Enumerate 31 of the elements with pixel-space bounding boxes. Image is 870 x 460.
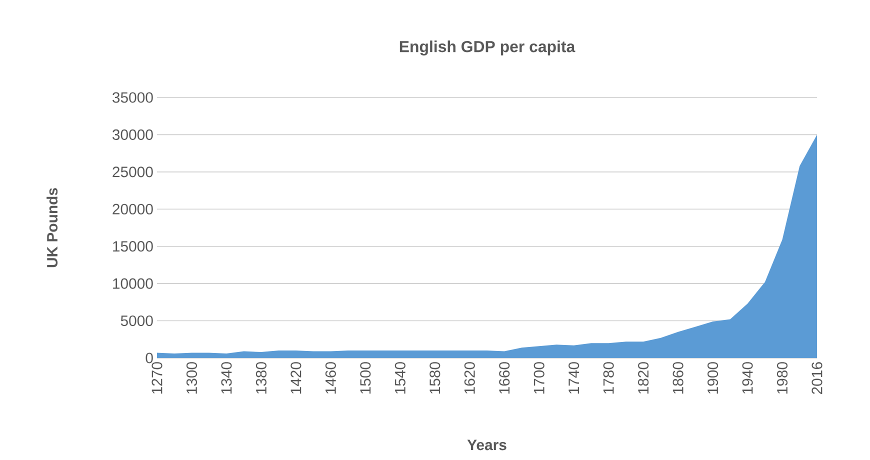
y-tick-label: 10000 bbox=[113, 278, 153, 289]
x-tick-label: 1380 bbox=[256, 362, 267, 394]
x-tick-label: 1980 bbox=[776, 362, 788, 394]
x-tick-label: 2016 bbox=[812, 362, 822, 394]
y-tick-label: 30000 bbox=[112, 129, 153, 140]
x-axis-title: Years bbox=[467, 440, 506, 450]
y-axis-title: UK Pounds bbox=[46, 188, 58, 268]
x-tick-label: 1340 bbox=[221, 362, 232, 394]
x-tick-label: 1780 bbox=[603, 362, 614, 394]
x-tick-label: 1740 bbox=[568, 362, 580, 394]
x-tick-label: 1700 bbox=[534, 362, 544, 394]
y-tick-label: 0 bbox=[146, 352, 153, 364]
x-tick-label: 1540 bbox=[394, 362, 406, 394]
x-tick-label: 1300 bbox=[186, 362, 198, 394]
x-tick-label: 1660 bbox=[499, 362, 510, 394]
x-tick-label: 1860 bbox=[672, 362, 684, 394]
x-tick-label: 1940 bbox=[742, 362, 753, 394]
x-tick-label: 1580 bbox=[430, 362, 440, 394]
x-tick-label: 1460 bbox=[325, 362, 336, 394]
x-tick-label: 1820 bbox=[638, 362, 649, 394]
x-tick-label: 1500 bbox=[360, 362, 371, 394]
y-tick-label: 5000 bbox=[120, 315, 153, 326]
y-tick-label: 35000 bbox=[112, 92, 153, 103]
chart-title: English GDP per capita bbox=[400, 40, 576, 56]
x-tick-label: 1620 bbox=[464, 362, 475, 394]
y-tick-label: 20000 bbox=[112, 204, 153, 214]
y-tick-label: 25000 bbox=[112, 166, 153, 178]
y-tick-label: 15000 bbox=[113, 241, 153, 252]
x-tick-label: 1420 bbox=[290, 362, 302, 394]
x-tick-label: 1900 bbox=[708, 362, 718, 394]
x-tick-label: 1270 bbox=[152, 362, 162, 394]
